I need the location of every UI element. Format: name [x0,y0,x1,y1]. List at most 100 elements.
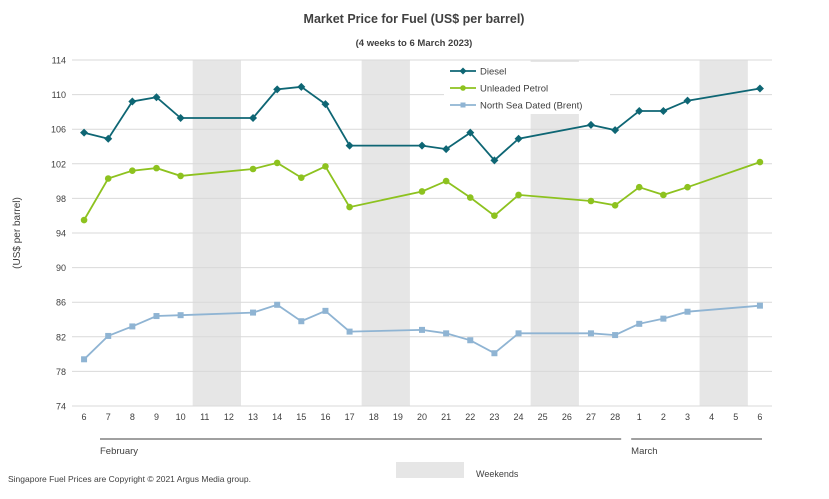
series-1-point-15 [442,177,450,185]
series-2-point-4 [177,312,184,319]
series-1-point-7 [249,165,257,173]
series-0-point-17 [490,156,499,165]
series-2-point-7 [250,309,257,316]
series-1-point-8 [273,159,281,167]
x-tick-10: 16 [320,412,330,422]
series-1-point-23 [635,183,643,191]
x-tick-3: 9 [154,412,159,422]
x-tick-12: 18 [369,412,379,422]
y-tick-90: 90 [56,263,66,273]
series-2-point-22 [612,332,619,339]
x-tick-17: 23 [489,412,499,422]
y-tick-114: 114 [52,56,66,66]
series-0-point-18 [514,134,523,143]
series-2-point-21 [587,330,594,337]
copyright-footer: Singapore Fuel Prices are Copyright © 20… [8,474,251,484]
y-tick-98: 98 [56,194,66,204]
series-1-point-18 [515,191,522,199]
series-0-point-22 [611,126,620,135]
x-tick-26: 4 [709,412,714,422]
month-labels: February March [100,438,762,457]
y-tick-74: 74 [56,402,66,412]
series-0-point-21 [586,120,595,129]
series-0-point-11 [345,141,354,150]
x-tick-4: 10 [176,412,186,422]
y-tick-102: 102 [51,159,66,169]
series-2-point-18 [515,330,522,337]
legend-marker-1 [460,85,466,91]
x-tick-18: 24 [514,412,524,422]
series-0-point-14 [418,141,426,150]
y-tick-82: 82 [56,332,66,342]
series-0-point-9 [297,82,306,91]
x-tick-1: 7 [106,412,111,422]
series-0-point-4 [176,113,185,122]
x-tick-15: 21 [441,412,451,422]
series-0-point-7 [249,113,258,122]
series-0-point-15 [442,145,451,154]
x-tick-2: 8 [130,412,135,422]
month-label-1: March [631,446,657,457]
legend-label-2: North Sea Dated (Brent) [480,101,582,112]
x-tick-labels: 6 7 8 9 10 11 12 13 14 15 16 17 18 19 20 21 22 23 24 25 26 27… [82,412,763,422]
series-0-point-25 [683,96,692,105]
x-tick-13: 19 [393,412,403,422]
series-1-point-16 [466,194,474,201]
x-tick-14: 20 [417,412,427,422]
series-0-point-3 [152,93,161,102]
series-2-point-8 [274,301,281,308]
x-tick-16: 22 [465,412,475,422]
series-2-point-9 [298,318,305,325]
series-1-point-0 [80,216,88,224]
series-0-point-23 [635,107,644,116]
series-2-point-16 [467,337,474,344]
series-0-point-0 [80,128,89,137]
series-0-point-8 [273,85,282,94]
series-2-point-10 [322,307,329,314]
series-1-point-11 [346,203,353,211]
series-1-point-17 [491,212,498,219]
series-1-point-24 [660,191,667,199]
series-2-point-3 [153,313,160,320]
legend-label-0: Diesel [480,67,506,78]
x-tick-21: 27 [586,412,596,422]
gridlines [72,59,772,407]
series-2-point-25 [684,308,691,315]
y-axis-label: (US$ per barrel) [12,197,23,269]
series-0-point-16 [466,128,475,137]
series-2-point-0 [81,356,88,363]
y-tick-94: 94 [56,229,66,239]
series-0-point-1 [104,134,113,143]
y-tick-110: 110 [52,90,66,100]
x-tick-0: 6 [82,412,87,422]
chart-subtitle: (4 weeks to 6 March 2023) [356,38,473,49]
weekend-legend-swatch [396,462,464,478]
series-1-point-28 [756,158,764,166]
series-lines [80,82,764,363]
x-tick-20: 26 [562,412,572,422]
y-tick-labels: 74 78 82 86 90 94 98 102 106 110 114 [51,56,66,412]
legend: Diesel Unleaded Petrol North Sea Dated (Br… [444,62,610,114]
series-1-point-25 [684,183,691,191]
series-2-point-11 [346,328,353,335]
series-1-point-4 [177,172,184,180]
y-tick-106: 106 [51,125,66,135]
series-1-point-2 [129,167,136,175]
legend-marker-0 [459,67,467,75]
x-tick-6: 12 [224,412,234,422]
series-0-point-2 [128,97,137,106]
series-1-point-22 [611,202,619,209]
series-0-point-10 [321,100,330,109]
series-2-point-1 [105,332,112,339]
x-tick-25: 3 [685,412,690,422]
series-2-point-23 [636,320,643,327]
y-tick-78: 78 [56,367,66,377]
series-1-point-1 [104,175,112,182]
x-tick-22: 28 [610,412,620,422]
series-2-point-14 [419,326,425,333]
x-tick-28: 6 [757,412,762,422]
x-tick-11: 17 [345,412,355,422]
series-1-point-9 [298,174,305,181]
x-tick-27: 5 [733,412,738,422]
